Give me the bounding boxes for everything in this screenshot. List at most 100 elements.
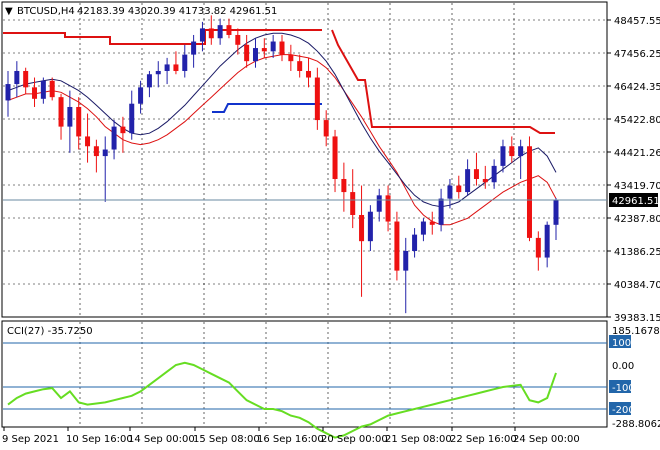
candle-body — [367, 211, 373, 242]
cci-line-group — [7, 361, 557, 439]
candle-body — [155, 70, 161, 75]
candle-body — [359, 214, 365, 242]
candle-body — [244, 44, 250, 62]
candle-body — [332, 136, 338, 179]
upper-level-line-2 — [331, 29, 555, 134]
price-tick-label: 48457.55 — [614, 16, 660, 27]
candle-body — [526, 146, 532, 238]
cci-level-badge — [609, 402, 631, 415]
time-tick-label: 20 Sep 00:00 — [321, 434, 388, 445]
price-tick-label: 41386.25 — [614, 247, 660, 258]
level-lines — [3, 29, 555, 134]
time-tick-label: 22 Sep 16:00 — [450, 434, 517, 445]
candle-body — [226, 25, 232, 35]
cci-tick-label: -100 — [612, 383, 635, 394]
candle-body — [297, 61, 303, 71]
candle-body — [385, 195, 391, 222]
candle-body — [500, 146, 506, 166]
candle-body — [553, 199, 559, 225]
candle-body — [199, 28, 205, 42]
candle-body — [217, 25, 223, 39]
candle-body — [32, 87, 38, 99]
candle-body — [129, 103, 135, 134]
candle-body — [58, 97, 64, 127]
candle-body — [412, 234, 418, 251]
candle-body — [456, 185, 462, 193]
cci-tick-label: 0.00 — [612, 361, 634, 372]
candle-body — [403, 250, 409, 271]
cci-tick-label: 100 — [612, 338, 631, 349]
time-tick-label: 16 Sep 16:00 — [257, 434, 324, 445]
candle-body — [40, 80, 46, 99]
ma-slow-line — [7, 32, 557, 208]
candle-body — [173, 64, 179, 71]
price-tick-label: 47456.25 — [614, 49, 660, 60]
candle-body — [85, 136, 91, 147]
price-tick-label: 46424.35 — [614, 82, 660, 93]
candle-body — [182, 54, 188, 71]
candle-body — [14, 70, 20, 85]
candle-body — [394, 221, 400, 271]
candle-body — [191, 41, 197, 55]
candle-body — [306, 70, 312, 78]
cci-tick-label: -288.8062 — [612, 419, 660, 430]
time-tick-label: 14 Sep 00:00 — [128, 434, 195, 445]
candle-body — [341, 178, 347, 193]
cci-label: CCI(27) -35.7250 — [7, 326, 93, 337]
candle-body — [252, 48, 258, 62]
candle-body — [208, 28, 214, 39]
price-tick-label: 40384.70 — [614, 280, 660, 291]
candle-body — [482, 178, 488, 183]
candle-body — [279, 41, 285, 55]
time-tick-label: 24 Sep 00:00 — [513, 434, 580, 445]
candle-body — [67, 106, 73, 127]
cci-level-badge — [609, 380, 631, 393]
candle-body — [5, 84, 11, 101]
time-tick-label: 10 Sep 16:00 — [66, 434, 133, 445]
candle-body — [138, 87, 144, 104]
time-tick-label: 21 Sep 08:00 — [385, 434, 452, 445]
upper-level-line-1 — [3, 29, 322, 45]
candles — [5, 15, 559, 314]
candle-body — [23, 70, 29, 88]
price-tick-label: 43419.70 — [614, 181, 660, 192]
candle-body — [235, 34, 241, 45]
candle-body — [473, 169, 479, 179]
collapse-arrow-icon[interactable]: ▼ — [5, 6, 13, 17]
candle-body — [102, 149, 108, 157]
price-panel — [1, 1, 608, 318]
candle-body — [350, 192, 356, 215]
symbol-label: BTCUSD,H4 — [17, 6, 75, 17]
candle-body — [509, 146, 515, 157]
candle-body — [120, 126, 126, 134]
candle-body — [288, 54, 294, 62]
candle-body — [270, 41, 276, 52]
time-tick-label: 15 Sep 08:00 — [193, 434, 260, 445]
candle-body — [420, 221, 426, 235]
candle-body — [76, 106, 82, 137]
candle-body — [261, 48, 267, 52]
ohlc-values: 42183.39 43020.39 41733.82 42961.51 — [77, 6, 277, 17]
time-tick-label: 9 Sep 2021 — [2, 434, 59, 445]
current-price-badge — [609, 193, 658, 207]
price-tick-label: 44421.26 — [614, 148, 660, 159]
candle-body — [438, 198, 444, 225]
candle-body — [465, 169, 471, 193]
candle-body — [323, 120, 329, 137]
candle-body — [49, 80, 55, 98]
price-tick-label: 39383.15 — [614, 313, 660, 324]
price-tick-label: 42387.80 — [614, 214, 660, 225]
candle-body — [111, 126, 117, 150]
cci-line — [7, 361, 557, 439]
candle-body — [535, 237, 541, 258]
price-tick-label: 45422.80 — [614, 115, 660, 126]
price-axis: 48457.55 47456.25 46424.35 45422.80 44421.26… — [607, 16, 660, 324]
candle-body — [491, 165, 497, 183]
cci-tick-label: 185.1678 — [612, 326, 660, 337]
current-price-label: 42961.51 — [612, 196, 660, 207]
candle-body — [518, 146, 524, 157]
candle-body — [447, 185, 453, 199]
